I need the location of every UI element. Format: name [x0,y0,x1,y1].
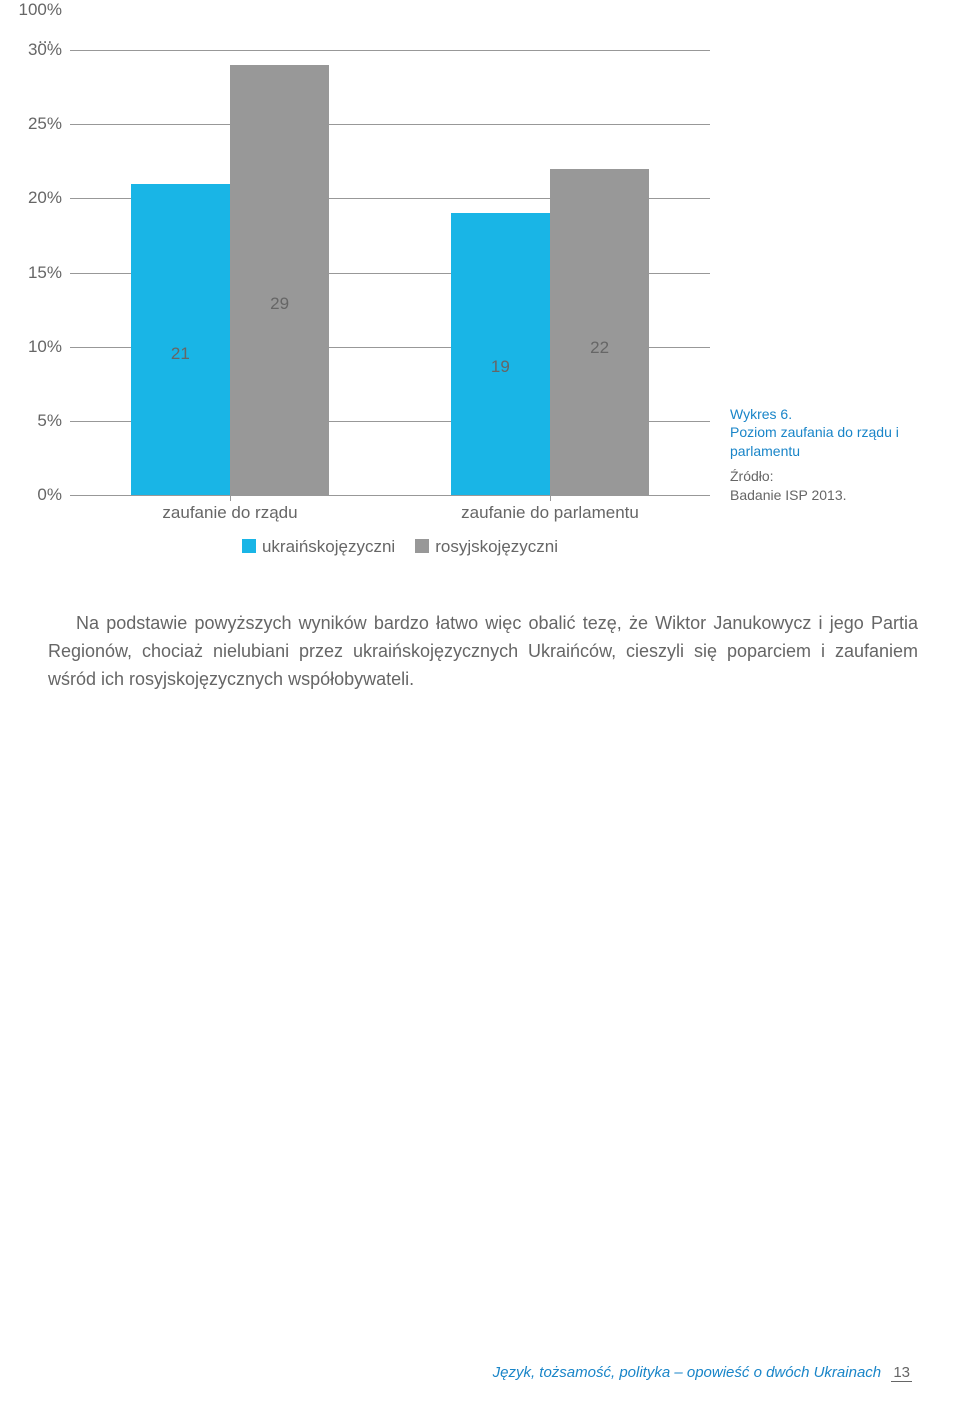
bar [131,184,230,496]
caption-source-label: Źródło: [730,467,950,486]
legend-label: rosyjskojęzyczni [435,537,558,556]
bar-value-label: 19 [451,357,550,377]
page-footer: Język, tożsamość, polityka – opowieść o … [493,1364,912,1381]
gridline [70,50,710,51]
plot-area: 21 29 1922 [70,50,710,495]
ytick: 30% [28,40,62,60]
body-text-content: Na podstawie powyższych wyników bardzo ł… [48,613,918,689]
bar [550,169,649,495]
legend-label: ukraińskojęzyczni [262,537,395,556]
chart-caption: Wykres 6. Poziom zaufania do rządu i par… [710,50,950,495]
body-paragraph: Na podstawie powyższych wyników bardzo ł… [48,610,918,694]
bar [230,65,329,495]
legend-swatch [415,539,429,553]
bar-value-label: 29 [230,294,329,314]
gridline [70,124,710,125]
caption-title-1: Wykres 6. [730,405,950,424]
ytick: 10% [28,337,62,357]
plot-row: 100% ... 0%5%10%15%20%25%30% 21291922 Wy… [10,50,950,495]
bar [451,213,550,495]
caption-title-2: Poziom zaufania do rządu i parlamentu [730,423,950,461]
caption-text: Wykres 6. Poziom zaufania do rządu i par… [730,405,950,505]
legend-swatch [242,539,256,553]
caption-source-value: Badanie ISP 2013. [730,486,950,505]
footer-page-number: 13 [891,1364,912,1382]
bar-value-label: 22 [550,338,649,358]
ytick: 20% [28,188,62,208]
ytick-broken-top: 100% [19,0,62,20]
ytick: 25% [28,114,62,134]
y-axis: 100% ... 0%5%10%15%20%25%30% [10,50,70,495]
ytick: 5% [37,411,62,431]
legend: ukraińskojęzyczni rosyjskojęzyczni [70,523,710,557]
x-axis: zaufanie do rząduzaufanie do parlamentu [70,495,710,523]
gridline [70,495,710,496]
x-tick [550,495,551,501]
ytick: 0% [37,485,62,505]
ytick: 15% [28,263,62,283]
footer-title: Język, tożsamość, polityka – opowieść o … [493,1364,882,1381]
x-tick [230,495,231,501]
chart-container: 100% ... 0%5%10%15%20%25%30% 21291922 Wy… [10,50,950,557]
bar-value-label: 21 [131,344,230,364]
